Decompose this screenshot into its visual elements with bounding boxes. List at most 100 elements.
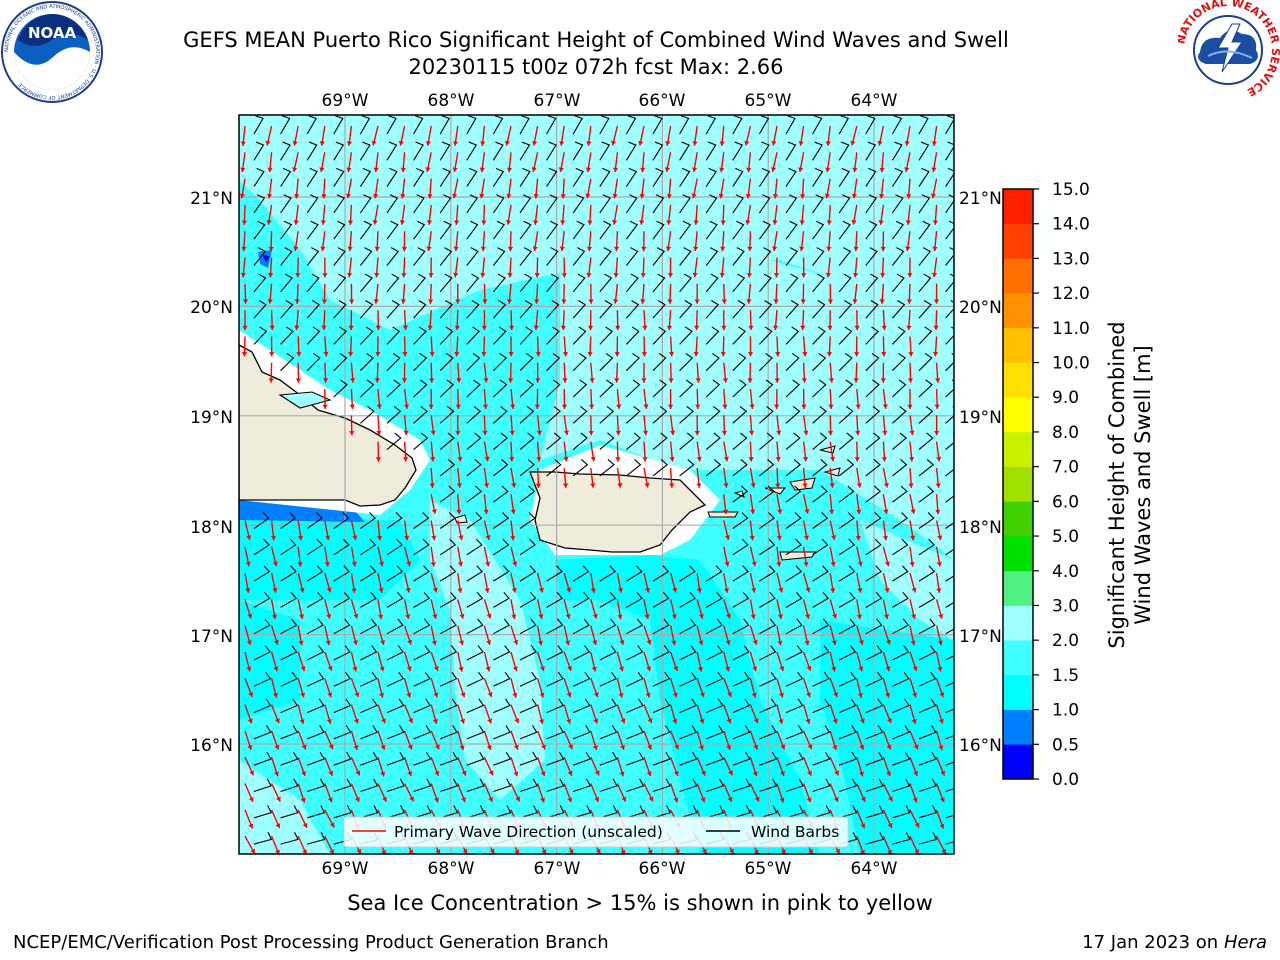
wind-barb	[891, 273, 905, 293]
wave-arrowhead	[456, 509, 462, 515]
wind-barb	[732, 194, 744, 214]
wind-barb	[732, 459, 748, 477]
wind-barb	[493, 459, 509, 477]
wind-barb	[360, 379, 375, 398]
wind-barb	[838, 326, 853, 345]
land-puerto-rico	[529, 471, 707, 553]
wave-arrowhead	[481, 352, 487, 357]
wind-barb	[705, 698, 724, 714]
wave-arrowhead	[326, 587, 332, 593]
wind-barb	[386, 405, 402, 424]
wind-barb	[652, 805, 672, 819]
wave-arrowhead	[533, 220, 539, 225]
colorbar-segment	[1003, 466, 1033, 502]
wave-arrowhead	[803, 430, 809, 436]
wind-barb	[546, 326, 560, 345]
wind-barb	[679, 300, 693, 319]
wind-barb	[599, 273, 613, 293]
wave-arrowhead	[329, 822, 335, 828]
wave-arrowhead	[884, 561, 890, 567]
wave-arrowhead	[487, 692, 493, 697]
wave-arrowhead	[724, 561, 730, 567]
wave-arrowhead	[484, 456, 490, 462]
wind-barb	[626, 405, 641, 424]
wind-barb	[785, 805, 805, 819]
wind-barb	[333, 247, 346, 266]
wave-arrowhead	[426, 220, 433, 225]
wind-barb	[253, 273, 267, 293]
wind-barb	[812, 141, 823, 161]
lon-tick-top: 66°W	[639, 91, 686, 111]
wave-arrowhead	[322, 273, 328, 278]
wave-arrowhead	[828, 404, 834, 409]
wave-arrowhead	[805, 718, 811, 724]
wave-arrowhead	[753, 849, 759, 854]
wind-barb	[493, 618, 511, 635]
wave-arrowhead	[402, 325, 409, 331]
wind-barb	[705, 618, 723, 635]
wind-barb	[572, 591, 590, 608]
wave-arrowhead	[720, 220, 726, 225]
wave-arrowhead	[885, 692, 891, 698]
wave-arrowhead	[265, 140, 271, 146]
wind-barb	[466, 220, 479, 240]
wave-arrowhead	[752, 666, 758, 672]
wind-barb	[280, 725, 299, 740]
wave-arrowhead	[882, 430, 888, 436]
wave-arrowhead	[458, 666, 464, 672]
wind-barb	[439, 247, 453, 266]
wave-arrowhead	[401, 273, 407, 278]
wave-arrowhead	[430, 562, 436, 567]
wind-barb	[839, 805, 858, 819]
wave-arrowhead	[645, 587, 651, 593]
wave-arrowhead	[242, 299, 249, 304]
wind-barb	[492, 167, 505, 187]
colorbar-tick-label: 0.0	[1052, 770, 1079, 790]
wind-barb	[333, 167, 345, 187]
wave-arrowhead	[401, 378, 408, 383]
wave-arrowhead	[668, 404, 674, 409]
wind-barb	[865, 565, 882, 582]
wave-arrowhead	[617, 483, 623, 488]
wave-arrowhead	[593, 718, 599, 724]
wave-arrowhead	[380, 771, 386, 777]
wave-arrowhead	[374, 246, 380, 252]
colorbar-tick-label: 5.0	[1052, 527, 1079, 547]
wave-arrowhead	[457, 561, 463, 567]
wave-arrowhead	[268, 273, 274, 278]
wind-barb	[812, 167, 824, 187]
wind-barb	[732, 485, 749, 503]
wave-arrowhead	[268, 246, 274, 252]
wave-arrowhead	[380, 640, 385, 645]
wind-barb	[280, 352, 295, 372]
wave-arrowhead	[640, 299, 646, 304]
wind-barb	[546, 273, 560, 293]
wave-arrowhead	[668, 351, 675, 357]
wave-arrowhead	[240, 167, 246, 173]
wind-barb	[253, 618, 271, 635]
wind-barb	[732, 778, 751, 793]
wind-barb	[891, 220, 904, 240]
wave-arrowhead	[854, 325, 860, 331]
wave-arrowhead	[647, 849, 653, 854]
wind-barb	[439, 645, 458, 661]
wave-arrowhead	[292, 167, 298, 172]
colorbar-segment	[1003, 223, 1033, 259]
wave-arrowhead	[748, 457, 754, 462]
wave-arrowhead	[425, 141, 432, 146]
wind-barb	[599, 167, 611, 187]
wave-arrowhead	[348, 351, 354, 357]
wave-arrowhead	[749, 404, 755, 409]
wind-barb	[785, 247, 799, 266]
wave-arrowhead	[777, 509, 783, 514]
wave-arrowhead	[567, 665, 572, 671]
wave-arrowhead	[428, 273, 434, 278]
wind-barb	[679, 725, 698, 740]
wind-barb	[546, 725, 565, 740]
wave-arrowhead	[887, 718, 892, 724]
wave-arrowhead	[672, 692, 678, 698]
wind-barb	[359, 273, 373, 293]
wind-barb	[386, 805, 406, 819]
lat-tick-left: 19°N	[190, 408, 233, 428]
wave-arrowhead	[459, 613, 465, 619]
